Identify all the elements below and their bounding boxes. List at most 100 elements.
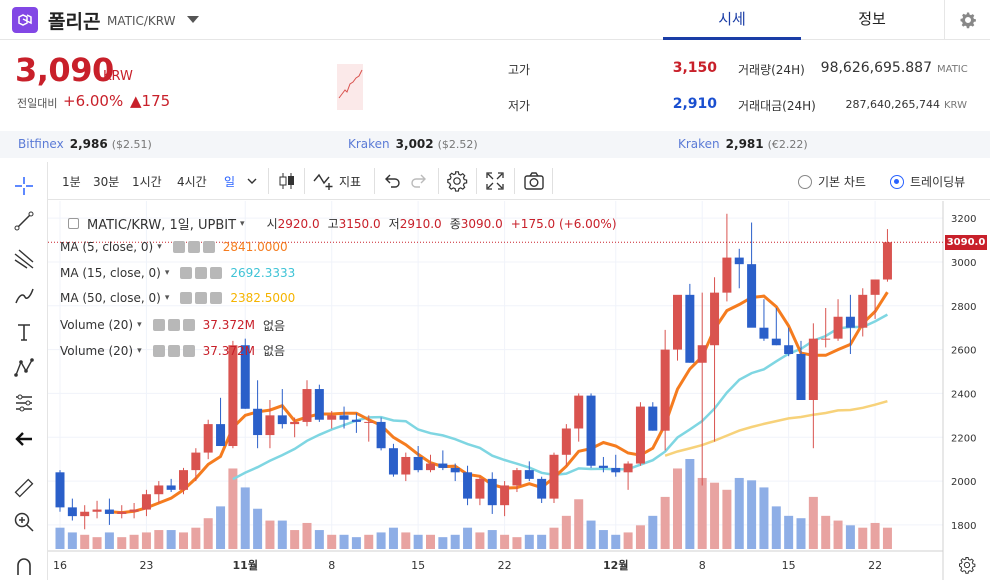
volume-bar [376,532,386,549]
x-tick-label: 8 [699,559,706,572]
chevron-down-icon[interactable]: ▾ [137,345,142,356]
coin-select-caret-icon[interactable] [187,16,199,23]
candle-body [302,389,312,422]
candle-body [376,421,386,449]
candle-body [277,415,287,425]
ruler-icon[interactable] [10,474,38,502]
remove-icon[interactable] [182,344,195,357]
pattern-tool-icon[interactable] [10,354,38,382]
x-tick-label: 23 [139,559,153,572]
camera-icon[interactable] [523,169,545,193]
collapse-legend-icon[interactable] [68,218,79,229]
settings-icon[interactable] [187,241,200,253]
undo-icon[interactable] [383,169,401,193]
volume-bar [364,534,374,549]
sparkline-chart [337,64,363,110]
candle-body [660,349,670,431]
candle-body [685,294,695,363]
tab-info[interactable]: 정보 [858,10,886,28]
eye-icon[interactable] [180,266,193,279]
timeframe-1m[interactable]: 1분 [62,175,81,189]
exchange-item: Bitfinex 2,986 ($2.51) [18,137,152,151]
settings-gear-icon[interactable] [944,0,990,40]
ohlc-open: 2920.0 [277,216,320,231]
back-arrow-icon[interactable] [10,425,38,453]
volume-bar [722,489,732,549]
timeframe-1h[interactable]: 1시간 [132,175,162,189]
candle-body [314,389,324,420]
timeframe-30m[interactable]: 30분 [93,175,120,189]
tab-market[interactable]: 시세 [663,0,801,40]
candle-body [154,485,164,495]
indicator-label: Volume (20) [60,343,134,358]
indicator-label: MA (50, close, 0) [60,291,161,305]
magnet-icon[interactable] [10,552,38,580]
eye-icon[interactable] [180,292,193,304]
text-tool-icon[interactable] [10,318,38,346]
eye-icon[interactable] [172,241,185,253]
volume-bar [475,532,485,549]
prediction-tool-icon[interactable] [10,389,38,417]
remove-icon[interactable] [202,241,215,253]
timeframe-4h[interactable]: 4시간 [177,175,207,189]
candle-body [845,316,855,328]
toolbar-divider [438,168,439,194]
timeframe-dropdown-chevron-icon[interactable] [246,169,258,193]
candle-type-icon[interactable] [277,169,297,193]
indicator-legend-row[interactable]: MA (5, close, 0) ▾ 2841.0000 [60,240,288,254]
basic-chart-radio[interactable]: 기본 차트 [798,173,866,190]
remove-icon[interactable] [210,292,223,304]
chevron-down-icon[interactable]: ▾ [164,267,170,278]
trend-line-icon[interactable] [10,207,38,235]
drawing-toolbar [0,162,48,580]
indicator-legend-row[interactable]: Volume (20) ▾ 37.372M 없음 [60,317,285,334]
volume-bar [240,487,250,549]
chevron-down-icon[interactable]: ▾ [240,218,245,229]
timeframe-1d[interactable]: 일 [224,175,236,189]
exchange-fx: ($2.52) [437,138,478,151]
settings-icon[interactable] [167,319,180,331]
indicator-legend-row[interactable]: MA (15, close, 0) ▾ 2692.3333 [60,266,295,280]
indicator-legend-row[interactable]: MA (50, close, 0) ▾ 2382.5000 [60,291,295,305]
volume-bar [401,532,411,549]
chart-settings-gear-icon[interactable] [446,169,468,193]
axis-settings-gear-icon[interactable] [958,556,976,578]
y-tick-label: 3000 [951,258,976,269]
remove-icon[interactable] [182,319,195,331]
chevron-down-icon[interactable]: ▾ [164,293,170,303]
settings-icon[interactable] [195,292,208,304]
volume-bar [426,534,435,549]
indicator-legend-row[interactable]: Volume (20) ▾ 37.372M 없음 [60,342,285,359]
redo-icon[interactable] [410,169,428,193]
candle-body [216,424,226,447]
chevron-down-icon[interactable]: ▾ [137,320,142,330]
last-price-tag: 3090.0 [945,234,987,250]
settings-icon[interactable] [195,266,208,279]
exchange-price: 3,002 [395,137,434,151]
zoom-in-icon[interactable] [10,508,38,536]
indicators-button[interactable]: 지표 [312,169,361,193]
volume-bar [598,530,608,549]
brush-icon[interactable] [10,282,38,310]
remove-icon[interactable] [210,266,223,279]
candlestick-chart[interactable]: 3200 3000 2800 2600 2400 2200 2000 1800 16 23 11월 8… [48,201,990,580]
tradingview-radio[interactable]: 트레이딩뷰 [890,173,965,190]
settings-icon[interactable] [167,344,180,357]
crosshair-icon[interactable] [10,172,38,200]
candle-body [401,456,411,475]
eye-icon[interactable] [152,319,165,331]
indicator-label: Volume (20) [60,318,134,332]
candle-body [179,470,188,490]
volume-bar [771,506,781,549]
eye-icon[interactable] [152,344,165,357]
fib-tool-icon[interactable] [10,245,38,273]
volume-bar [586,520,596,549]
symbol-title[interactable]: MATIC/KRW, 1일, UPBIT [87,218,237,233]
chevron-down-icon[interactable]: ▾ [157,242,162,252]
volume-bar [450,534,460,549]
fullscreen-icon[interactable] [485,169,505,193]
volume-bar [438,537,448,549]
volume-bar [858,527,868,549]
candle-body [524,470,534,479]
candle-body [413,456,423,471]
